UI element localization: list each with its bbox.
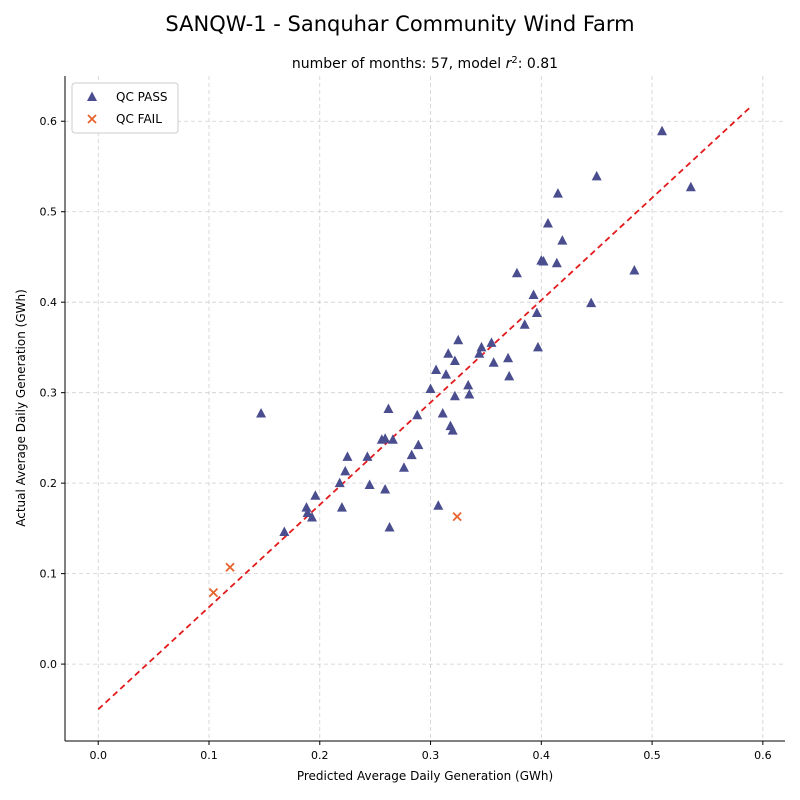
point-qc-pass-45 [532, 341, 543, 352]
x-tick-label-1: 0.1 [200, 749, 218, 762]
y-tick-label-0: 0.0 [40, 658, 58, 671]
point-qc-pass-5 [310, 490, 321, 500]
point-qc-pass-19 [406, 449, 417, 460]
point-qc-pass-50 [552, 188, 563, 198]
fit-line-group [97, 105, 753, 710]
y-tick-label-1: 0.1 [40, 568, 58, 581]
point-qc-fail-1 [225, 562, 235, 572]
grid-lines [65, 76, 785, 741]
point-qc-pass-52 [586, 297, 597, 308]
x-ticks: 0.0 0.1 0.2 0.3 0.4 0.5 0.6 [89, 741, 772, 762]
point-qc-pass-35 [474, 348, 485, 358]
point-qc-pass-49 [551, 257, 562, 268]
y-tick-label-2: 0.2 [40, 477, 58, 490]
point-qc-pass-8 [340, 465, 351, 476]
point-qc-pass-30 [449, 390, 460, 401]
point-qc-fail-0 [208, 587, 219, 598]
point-qc-pass-0 [256, 407, 267, 418]
point-qc-pass-31 [449, 355, 460, 365]
x-tick-label-6: 0.6 [754, 749, 772, 762]
point-qc-pass-42 [519, 319, 530, 329]
point-qc-pass-48 [542, 217, 553, 228]
y-axis-label: Actual Average Daily Generation (GWh) [14, 289, 28, 527]
point-qc-pass-40 [504, 370, 515, 381]
y-tick-label-5: 0.5 [40, 206, 58, 219]
legend-x-marker [87, 114, 97, 124]
data-points [208, 125, 696, 598]
y-tick-label-4: 0.4 [40, 296, 58, 309]
point-qc-pass-39 [503, 352, 514, 363]
chart-subtitle: number of months: 57, model r2: 0.81 [292, 55, 558, 73]
legend-qc-pass-label: QC PASS [116, 90, 168, 104]
point-qc-pass-43 [528, 289, 539, 299]
x-tick-label-4: 0.4 [533, 749, 551, 762]
point-qc-pass-36 [476, 341, 487, 352]
legend-qc-fail-marker [87, 114, 97, 124]
point-qc-pass-11 [364, 479, 375, 489]
axes [64, 76, 785, 742]
point-qc-pass-44 [531, 307, 542, 318]
legend: QC PASS QC FAIL [71, 82, 179, 134]
point-qc-pass-41 [511, 267, 522, 278]
point-qc-pass-29 [447, 425, 458, 435]
point-qc-pass-53 [591, 170, 602, 181]
legend-triangle-marker [87, 91, 97, 101]
point-qc-fail-2 [452, 511, 462, 522]
point-qc-pass-32 [453, 334, 464, 345]
point-qc-pass-1 [279, 526, 290, 536]
point-qc-pass-21 [413, 439, 424, 450]
point-qc-pass-23 [431, 364, 442, 375]
point-qc-pass-13 [380, 433, 391, 443]
point-qc-pass-33 [463, 379, 474, 390]
legend-box [71, 82, 179, 134]
y-tick-label-6: 0.6 [40, 115, 58, 128]
point-qc-pass-18 [398, 462, 409, 472]
point-qc-pass-22 [425, 383, 436, 394]
point-qc-pass-37 [486, 337, 497, 347]
point-qc-pass-54 [629, 265, 640, 275]
x-tick-label-0: 0.0 [89, 749, 107, 762]
point-qc-pass-3 [302, 507, 313, 517]
y-tick-label-3: 0.3 [40, 387, 58, 400]
point-qc-pass-7 [336, 502, 347, 512]
x-tick-label-2: 0.2 [311, 749, 329, 762]
x-axis-label: Predicted Average Daily Generation (GWh) [297, 769, 553, 783]
point-qc-pass-51 [557, 235, 568, 245]
x-tick-label-3: 0.3 [422, 749, 440, 762]
point-qc-pass-26 [441, 369, 452, 379]
point-qc-pass-10 [362, 451, 373, 461]
point-qc-pass-9 [342, 451, 353, 461]
point-qc-pass-27 [443, 348, 454, 358]
point-qc-pass-55 [657, 125, 668, 136]
point-qc-pass-34 [464, 388, 475, 399]
chart-title: SANQW-1 - Sanquhar Community Wind Farm [165, 12, 634, 36]
point-qc-pass-6 [334, 477, 345, 488]
point-qc-pass-47 [538, 255, 549, 266]
point-qc-pass-17 [387, 434, 398, 444]
point-qc-pass-2 [301, 502, 312, 512]
point-qc-pass-20 [412, 409, 423, 420]
legend-qc-fail-label: QC FAIL [116, 112, 162, 126]
legend-qc-pass-marker [87, 91, 97, 101]
x-tick-label-5: 0.5 [643, 749, 661, 762]
point-qc-pass-56 [685, 181, 696, 192]
point-qc-pass-24 [433, 500, 444, 510]
point-qc-pass-14 [380, 483, 391, 494]
point-qc-pass-4 [307, 512, 318, 522]
point-qc-pass-25 [437, 407, 448, 418]
fit-line [97, 105, 753, 710]
point-qc-pass-38 [488, 357, 499, 367]
point-qc-pass-16 [384, 521, 395, 532]
y-ticks: 0.0 0.1 0.2 0.3 0.4 0.5 0.6 [40, 115, 65, 671]
point-qc-pass-15 [383, 403, 394, 413]
